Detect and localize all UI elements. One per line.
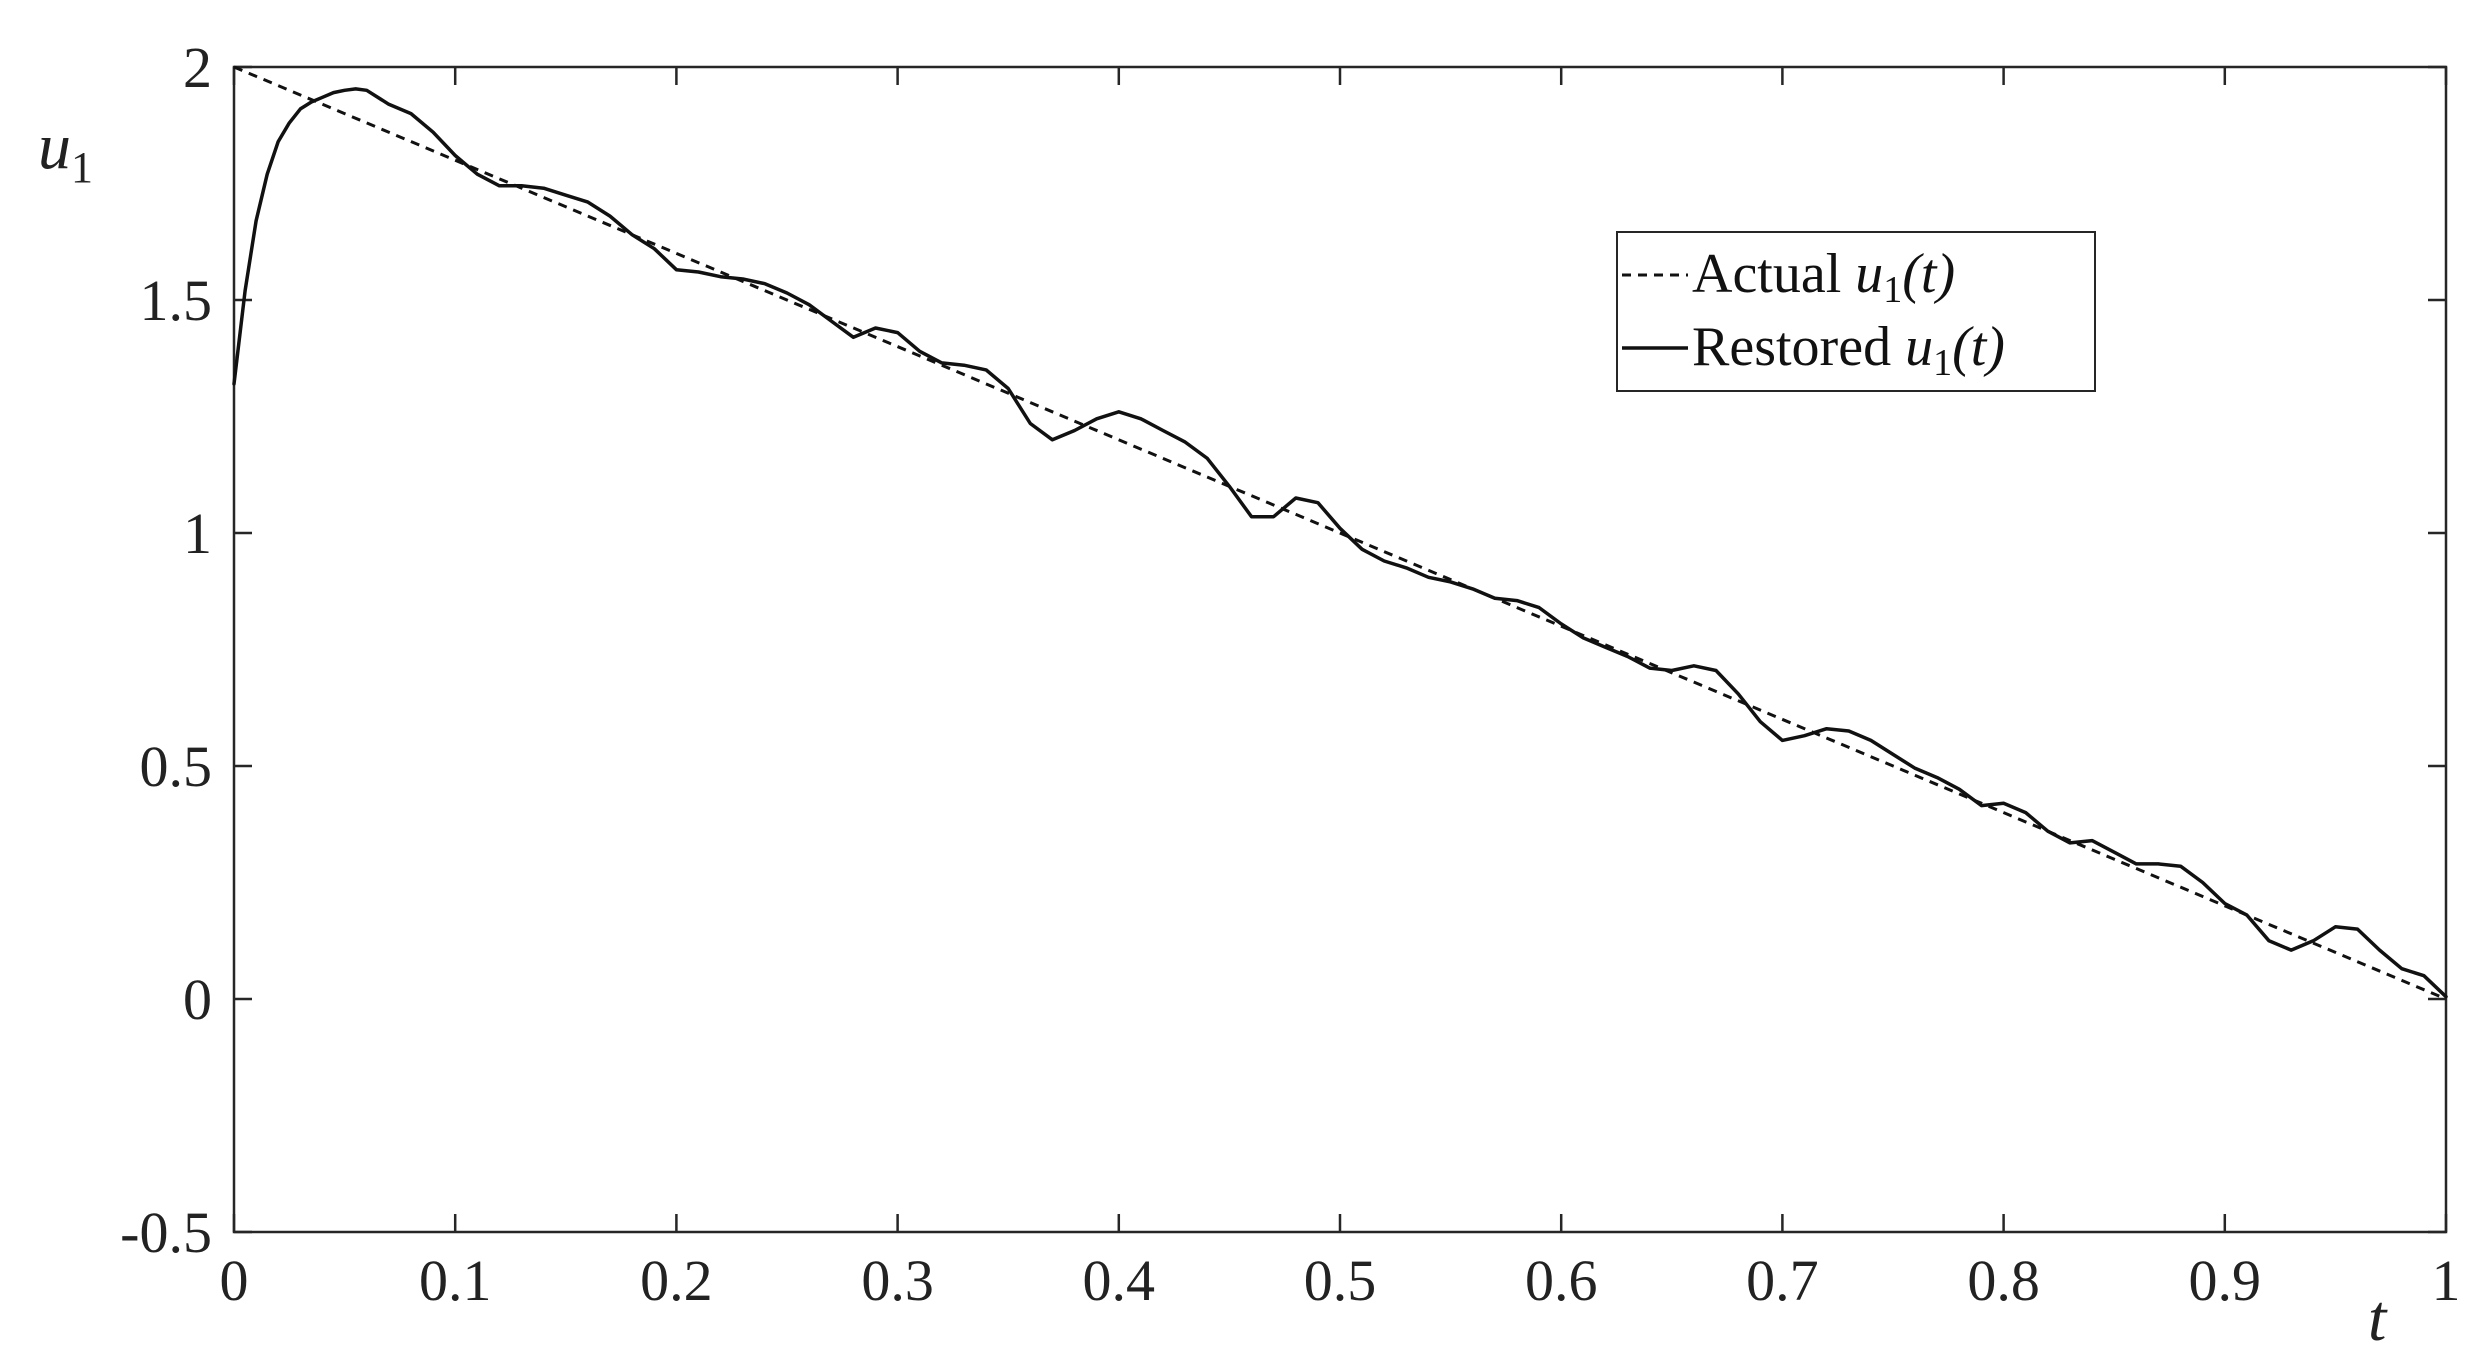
legend-box [1616,231,2096,392]
y-tick-label: -0.5 [120,1200,212,1265]
series-line-restored [232,87,2448,999]
legend-label-restored: Restored u1(t) [1692,316,2005,384]
x-tick-label: 0.1 [419,1248,492,1313]
series-line-actual [233,65,2447,1001]
x-tick-label: 0.3 [861,1248,934,1313]
y-axis-label: u1 [38,110,93,192]
plot-frame [232,65,2448,1234]
x-tick-label: 0.2 [640,1248,713,1313]
legend: Actual u1(t) Restored u1(t) [1616,231,2096,392]
y-tick-label: 1.5 [140,268,213,333]
x-tick-label: 0.8 [1967,1248,2040,1313]
y-tick-label: 1 [183,501,212,566]
x-axis-label: t [2368,1282,2388,1355]
x-tick-label: 0.9 [2189,1248,2262,1313]
series-layer [232,65,2448,1001]
x-tick-label: 0.5 [1304,1248,1377,1313]
y-axis-label-base: u [38,110,71,183]
legend-label-actual: Actual u1(t) [1692,243,1955,311]
y-tick-label: 0 [183,967,212,1032]
x-tick-label: 0.6 [1525,1248,1598,1313]
y-axis-label-sub: 1 [71,143,93,192]
x-axis-ticks: 0 0.1 0.2 0.3 0.4 0.5 0.6 0.7 0.8 0.9 1 [220,67,2461,1313]
y-axis-ticks: -0.5 0 0.5 1 1.5 2 [120,35,2446,1265]
y-tick-label: 2 [183,35,212,100]
y-tick-label: 0.5 [140,734,213,799]
x-tick-label: 0 [220,1248,249,1313]
x-tick-label: 0.7 [1746,1248,1819,1313]
x-tick-label: 0.4 [1083,1248,1156,1313]
x-tick-label: 1 [2432,1248,2461,1313]
